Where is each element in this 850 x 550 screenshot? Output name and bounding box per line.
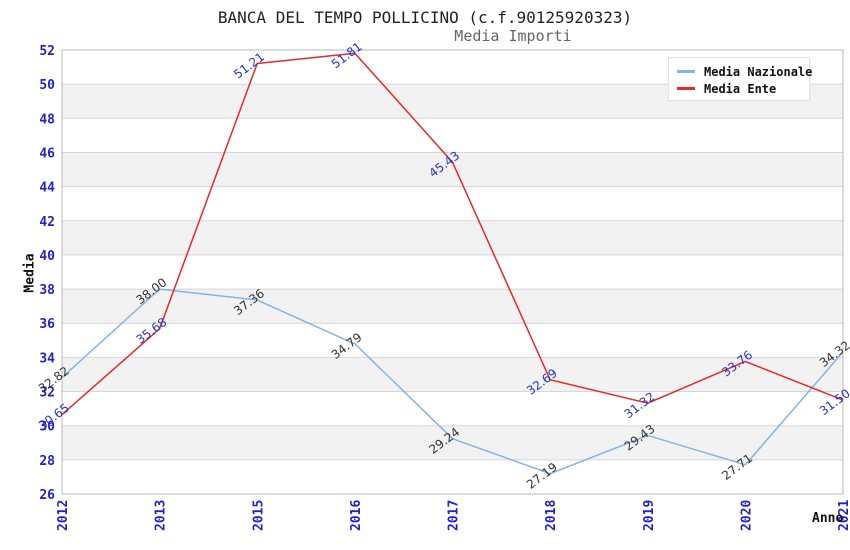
legend: Media Nazionale Media Ente (668, 57, 813, 101)
data-label-media-nazionale: 27.19 (524, 460, 560, 492)
y-tick-label: 42 (39, 215, 55, 230)
series-line-media-nazionale (61, 288, 844, 475)
grid-band (62, 289, 843, 324)
y-tick-label: 26 (39, 488, 55, 503)
y-axis-title: Media (22, 253, 38, 293)
grid-band (62, 357, 843, 392)
y-tick-label: 48 (39, 112, 55, 127)
y-tick-label: 50 (39, 78, 55, 93)
data-label-media-ente: 51.81 (329, 39, 365, 71)
x-tick-label: 2020 (739, 500, 754, 531)
legend-item-media-ente: Media Ente (669, 80, 809, 97)
grid-band (62, 425, 843, 460)
grid-band (62, 152, 843, 187)
y-tick-label: 46 (39, 146, 55, 161)
grid-band (62, 220, 843, 255)
chart-title: BANCA DEL TEMPO POLLICINO (c.f.901259203… (217, 8, 633, 27)
y-tick-label: 36 (39, 317, 55, 332)
plot-border (61, 49, 844, 495)
legend-label-media-nazionale: Media Nazionale (704, 64, 813, 79)
legend-swatch-media-nazionale (677, 70, 695, 73)
chart-subtitle: Media Importi (454, 27, 572, 45)
y-tick-label: 38 (39, 283, 55, 298)
y-tick-label: 34 (39, 351, 55, 366)
y-tick-label: 44 (39, 181, 55, 196)
x-tick-label: 2021 (837, 500, 850, 531)
y-tick-label: 30 (39, 420, 55, 435)
y-tick-label: 32 (39, 386, 55, 401)
y-tick-label: 28 (39, 454, 55, 469)
data-label-media-ente: 31.32 (622, 389, 658, 421)
x-tick-label: 2015 (251, 500, 266, 531)
legend-swatch-media-ente (677, 87, 695, 90)
data-label-media-ente: 51.21 (231, 50, 267, 82)
x-tick-label: 2018 (544, 500, 559, 531)
x-tick-label: 2017 (447, 500, 462, 531)
legend-item-media-nazionale: Media Nazionale (669, 63, 813, 80)
x-tick-label: 2019 (642, 500, 657, 531)
x-tick-label: 2012 (56, 500, 71, 531)
y-tick-label: 52 (39, 44, 55, 59)
x-tick-label: 2016 (349, 500, 364, 531)
y-tick-label: 40 (39, 249, 55, 264)
x-axis-title: Anno (812, 511, 844, 526)
series-line-media-ente (61, 52, 844, 416)
legend-label-media-ente: Media Ente (704, 81, 777, 96)
x-tick-label: 2013 (154, 500, 169, 531)
